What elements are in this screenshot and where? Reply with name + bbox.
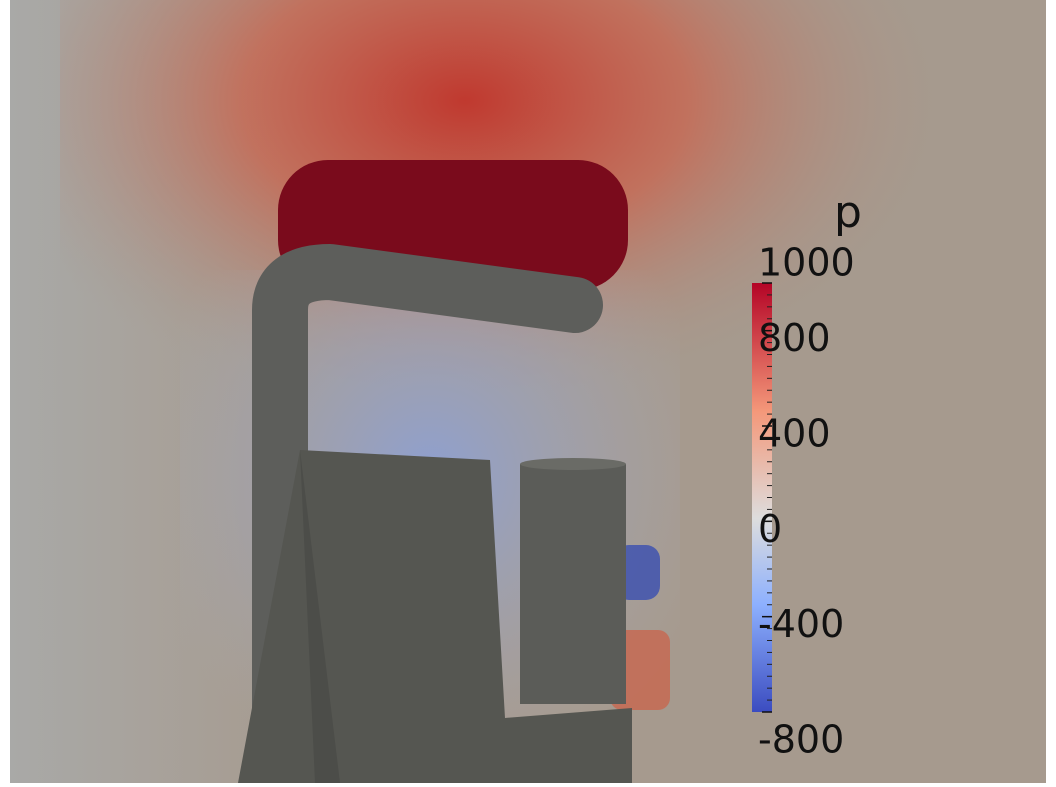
- colorbar-tick-label: 1000: [758, 241, 855, 285]
- colorbar-tick-label: 400: [758, 412, 831, 456]
- colorbar-tick-label: -400: [758, 602, 844, 646]
- colorbar-tick-label: 800: [758, 316, 831, 360]
- pressure-render: p 1000 800 400 0 -400 -800: [0, 0, 1056, 783]
- cylinder-top: [520, 458, 626, 470]
- cylinder: [520, 464, 626, 704]
- colorbar-title: p: [834, 187, 862, 238]
- colorbar-tick-label: -800: [758, 718, 844, 762]
- colorbar-tick-label: 0: [758, 507, 782, 551]
